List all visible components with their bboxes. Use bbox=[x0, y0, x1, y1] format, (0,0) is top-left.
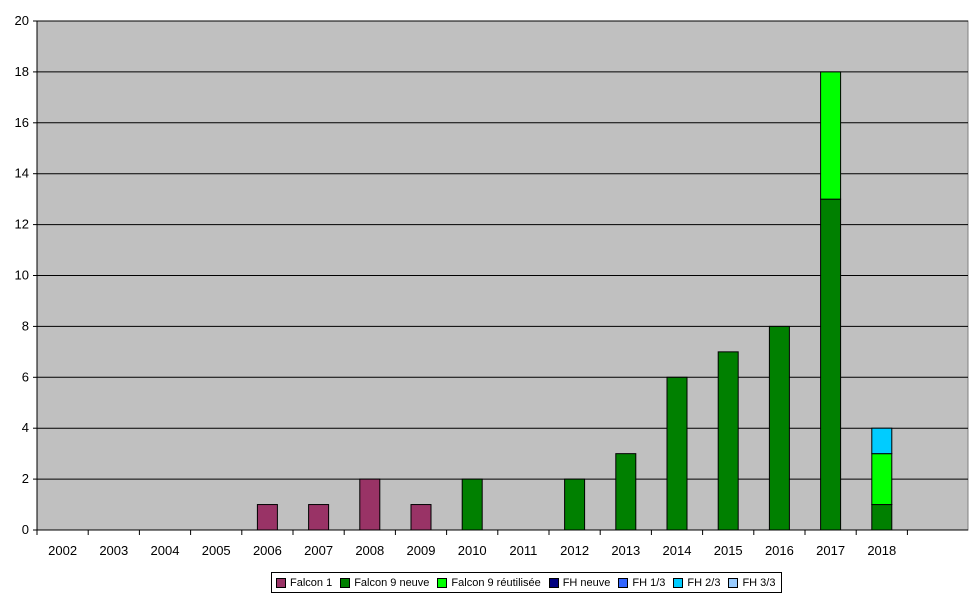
bars bbox=[256, 71, 893, 531]
bar-segment bbox=[564, 478, 586, 531]
x-tick-label: 2017 bbox=[816, 543, 845, 558]
x-tick-label: 2012 bbox=[560, 543, 589, 558]
bar-segment bbox=[768, 325, 790, 531]
gridlines bbox=[37, 20, 968, 480]
legend-swatch bbox=[340, 577, 351, 588]
legend-item: FH 3/3 bbox=[728, 577, 775, 589]
legend-label: Falcon 9 neuve bbox=[354, 576, 430, 589]
legend-item: Falcon 9 neuve bbox=[340, 577, 429, 589]
legend-label: FH neuve bbox=[562, 576, 611, 589]
x-tick-label: 2014 bbox=[663, 543, 692, 558]
y-tick-label: 14 bbox=[15, 166, 29, 181]
bar-segment bbox=[410, 504, 432, 531]
x-tick-label: 2008 bbox=[355, 543, 384, 558]
x-tick-label: 2004 bbox=[151, 543, 180, 558]
x-tick-label: 2018 bbox=[867, 543, 896, 558]
legend-item: FH 1/3 bbox=[618, 577, 665, 589]
bar-segment bbox=[820, 71, 842, 200]
x-tick-label: 2006 bbox=[253, 543, 282, 558]
x-tick-labels: 2002 2003 2004 2005 2006 2007 2008 2009 2010 2011… bbox=[48, 543, 896, 558]
legend-item: FH 2/3 bbox=[673, 577, 720, 589]
y-tick-label: 20 bbox=[15, 13, 29, 28]
legend-item: FH neuve bbox=[548, 576, 611, 589]
legend-item: Falcon 9 réutilisée bbox=[437, 576, 541, 589]
legend-label: FH 1/3 bbox=[632, 576, 666, 589]
legend-swatch bbox=[548, 577, 559, 588]
legend-label: Falcon 1 bbox=[290, 576, 333, 589]
bar-segment bbox=[256, 504, 278, 531]
bar-segment bbox=[871, 504, 893, 531]
x-tick-label: 2011 bbox=[509, 543, 537, 558]
bar-segment bbox=[871, 453, 893, 506]
legend-label: FH 3/3 bbox=[742, 576, 776, 589]
x-tick-label: 2009 bbox=[407, 543, 436, 558]
legend-swatch bbox=[673, 577, 684, 588]
bar-segment bbox=[717, 351, 739, 531]
bar-segment bbox=[615, 453, 637, 531]
legend-label: FH 2/3 bbox=[687, 576, 721, 589]
x-tick-label: 2007 bbox=[304, 543, 333, 558]
bar-segment bbox=[871, 427, 893, 455]
legend-item: Falcon 1 bbox=[276, 577, 332, 589]
bar-segment bbox=[820, 198, 842, 531]
y-tick-label: 16 bbox=[15, 115, 29, 130]
y-tick-label: 6 bbox=[22, 369, 29, 384]
x-tick-label: 2016 bbox=[765, 543, 794, 558]
y-tick-label: 8 bbox=[22, 318, 29, 333]
y-tick-label: 12 bbox=[15, 217, 29, 232]
legend-swatch bbox=[728, 577, 739, 588]
y-tick-labels: 0 2 4 6 8 10 12 14 16 18 20 bbox=[15, 13, 29, 537]
bar-segment bbox=[461, 478, 483, 531]
bar-segment bbox=[308, 504, 330, 531]
x-tick-label: 2010 bbox=[458, 543, 487, 558]
y-tick-label: 2 bbox=[22, 471, 29, 486]
y-tick-label: 4 bbox=[22, 420, 29, 435]
y-tick-label: 0 bbox=[22, 522, 29, 537]
x-tick-label: 2002 bbox=[48, 543, 77, 558]
legend: Falcon 1 Falcon 9 neuve Falcon 9 réutilisé… bbox=[271, 572, 783, 593]
axes bbox=[33, 20, 968, 535]
x-tick-label: 2013 bbox=[611, 543, 640, 558]
x-tick-label: 2015 bbox=[714, 543, 743, 558]
bar-segment bbox=[359, 478, 381, 531]
x-tick-label: 2005 bbox=[202, 543, 231, 558]
bar-segment bbox=[666, 376, 688, 531]
legend-swatch bbox=[437, 577, 448, 588]
y-tick-label: 18 bbox=[15, 64, 29, 79]
y-tick-label: 10 bbox=[15, 268, 29, 283]
x-tick-label: 2003 bbox=[99, 543, 128, 558]
legend-swatch bbox=[618, 577, 629, 588]
legend-label: Falcon 9 réutilisée bbox=[451, 576, 541, 589]
legend-swatch bbox=[276, 577, 286, 588]
